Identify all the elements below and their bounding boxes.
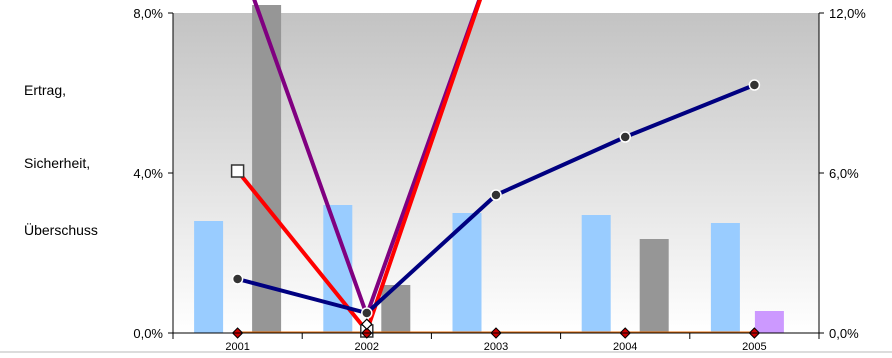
point-s2-2001 xyxy=(231,273,244,285)
x-label-2001: 2001 xyxy=(225,341,249,353)
x-label-2003: 2003 xyxy=(484,341,508,353)
right-tick-label-2: 12,0% xyxy=(829,6,866,21)
point-s2-2003 xyxy=(490,189,502,201)
x-label-2002: 2002 xyxy=(355,341,379,353)
side-label-0: Ertrag, xyxy=(24,82,66,98)
point-s2-2002 xyxy=(361,307,373,319)
bars-layer xyxy=(194,5,784,333)
x-label-2004: 2004 xyxy=(613,341,637,353)
bar-s1-2004 xyxy=(639,239,669,333)
left-tick-label-0: 0,0% xyxy=(133,326,163,341)
right-tick-label-0: 0,0% xyxy=(829,326,859,341)
side-label-2: Überschuss xyxy=(24,221,98,238)
point-s2-2004 xyxy=(619,131,631,143)
markers-layer xyxy=(230,79,761,339)
point-s0-2001 xyxy=(230,164,245,178)
side-label-1: Sicherheit, xyxy=(24,155,90,171)
x-label-2005: 2005 xyxy=(742,341,766,353)
right-tick-label-1: 6,0% xyxy=(829,166,859,181)
bar-s0-2002 xyxy=(323,205,353,333)
left-tick-label-2: 8,0% xyxy=(133,6,163,21)
bar-s0-2005 xyxy=(710,223,740,333)
left-tick-label-1: 4,0% xyxy=(133,166,163,181)
bar-s0-2004 xyxy=(581,215,611,333)
axis-layer: 0,0% 4,0% 8,0% 0,0% 6,0% 12,0% 2001 2002 2003 200… xyxy=(24,6,866,353)
point-s2-2005 xyxy=(748,79,761,91)
extra-marker-0 xyxy=(360,318,373,331)
bar-s0-2001 xyxy=(194,221,224,333)
bar-s1-2002 xyxy=(381,285,411,333)
bar-s2-2005 xyxy=(754,311,784,333)
